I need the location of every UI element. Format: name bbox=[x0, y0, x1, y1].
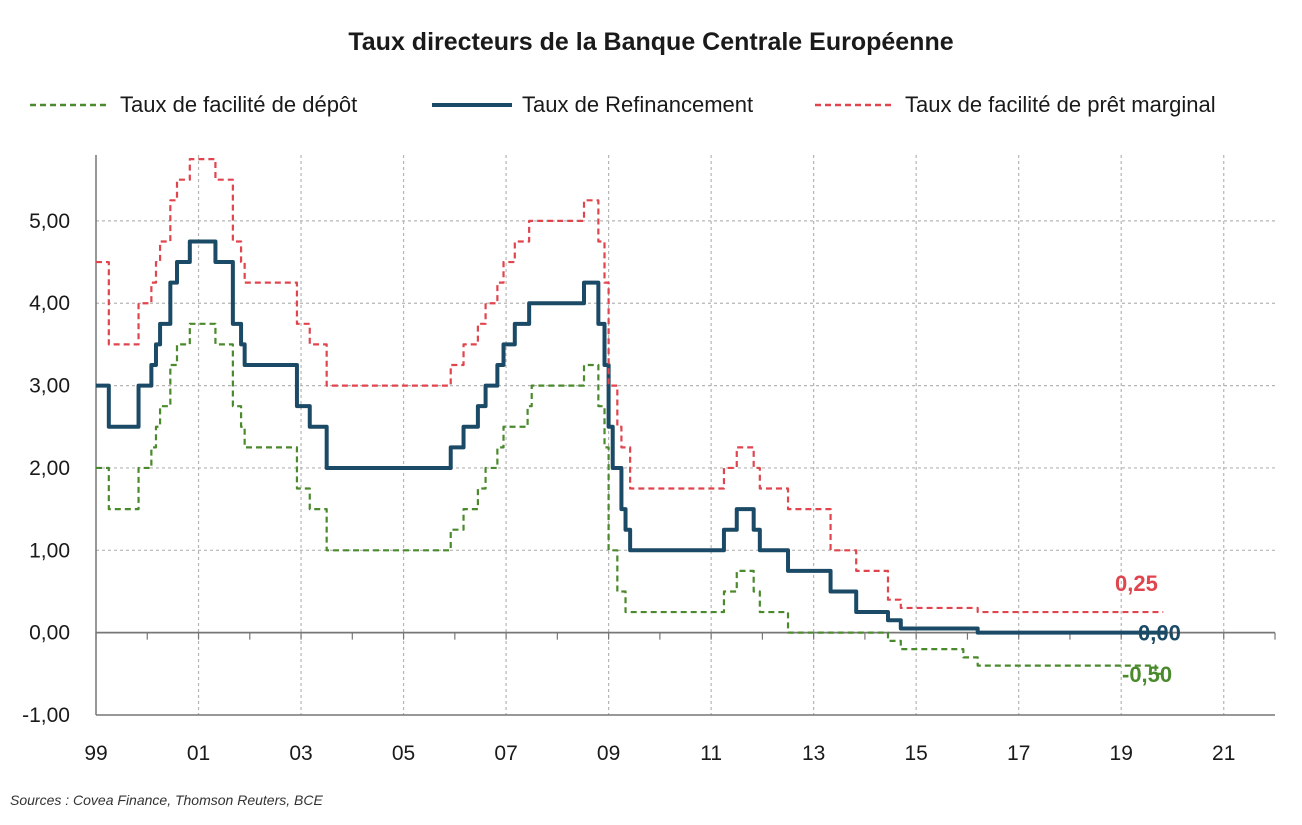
x-tick-label: 01 bbox=[187, 742, 210, 765]
end-label-pret-marginal: 0,25 bbox=[1115, 571, 1158, 596]
x-tick-label: 07 bbox=[494, 742, 517, 765]
x-tick-label: 17 bbox=[1007, 742, 1030, 765]
x-tick-label: 13 bbox=[802, 742, 825, 765]
y-tick-label: 4,00 bbox=[29, 292, 70, 315]
x-tick-label: 19 bbox=[1110, 742, 1133, 765]
end-label-depot: -0,50 bbox=[1122, 662, 1172, 687]
series-line-pret-marginal bbox=[96, 158, 1164, 614]
legend-swatch-refinancement bbox=[432, 103, 512, 107]
y-tick-label: -1,00 bbox=[22, 704, 70, 727]
legend-label-refinancement: Taux de Refinancement bbox=[522, 92, 754, 117]
series-line-refinancement bbox=[96, 239, 1168, 635]
source-note: Sources : Covea Finance, Thomson Reuters… bbox=[10, 792, 323, 808]
x-tick-label: 15 bbox=[904, 742, 927, 765]
x-tick-label: 03 bbox=[289, 742, 312, 765]
legend: Taux de facilité de dépôt Taux de Refina… bbox=[0, 92, 1302, 124]
legend-item-pret-marginal: Taux de facilité de prêt marginal bbox=[815, 92, 1216, 118]
legend-swatch-depot bbox=[30, 103, 110, 107]
y-tick-label: 2,00 bbox=[29, 457, 70, 480]
x-tick-label: 11 bbox=[700, 742, 722, 765]
legend-item-depot: Taux de facilité de dépôt bbox=[30, 92, 357, 118]
legend-item-refinancement: Taux de Refinancement bbox=[432, 92, 753, 118]
x-tick-label: 99 bbox=[84, 742, 107, 765]
end-label-refinancement: 0,00 bbox=[1138, 621, 1181, 646]
chart-title: Taux directeurs de la Banque Centrale Eu… bbox=[348, 28, 954, 56]
x-tick-label: 05 bbox=[392, 742, 415, 765]
y-tick-label: 0,00 bbox=[29, 622, 70, 645]
y-tick-label: 3,00 bbox=[29, 375, 70, 398]
series-line-depot bbox=[96, 322, 1164, 675]
legend-label-depot: Taux de facilité de dépôt bbox=[120, 92, 358, 117]
x-tick-label: 09 bbox=[597, 742, 620, 765]
y-tick-label: 5,00 bbox=[29, 210, 70, 233]
x-tick-label: 21 bbox=[1212, 742, 1235, 765]
legend-swatch-pret-marginal bbox=[815, 103, 895, 107]
legend-label-pret-marginal: Taux de facilité de prêt marginal bbox=[905, 92, 1216, 117]
y-tick-label: 1,00 bbox=[29, 539, 70, 562]
